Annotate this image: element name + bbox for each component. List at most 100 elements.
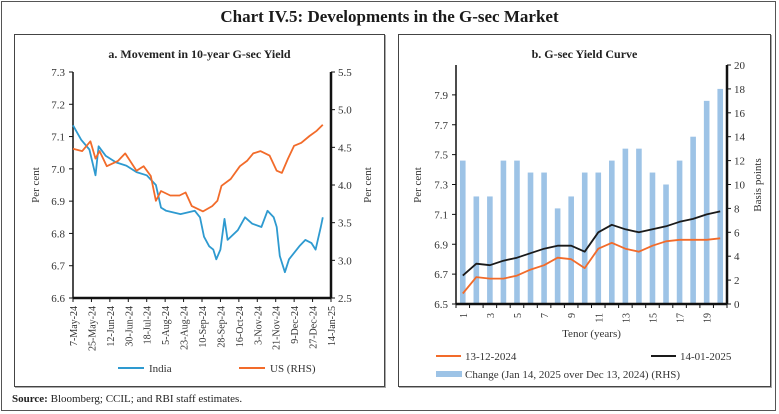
y2-tick-label: 4 [734,251,740,263]
panel-b-title: b. G-sec Yield Curve [531,47,638,61]
page-title: Chart IV.5: Developments in the G-sec Ma… [220,7,559,26]
y2-tick-label: 16 [734,108,746,120]
panel-a-title: a. Movement in 10-year G-sec Yield [108,47,291,61]
y2-tick-label: 18 [734,84,746,96]
x-tick-label: 7 [540,313,551,318]
x-tick-label: 12-Jun-24 [106,306,117,347]
legend-label: India [149,363,172,375]
panel-b-plot: 6.5 6.7 6.9 7.1 7.3 7.5 7.7 7.9 0 2 4 6 8 10 12 14 16 18 2… [412,60,764,381]
change-bar [622,148,629,304]
legend-label: Change (Jan 14, 2025 over Dec 13, 2024) … [465,369,680,381]
source-label: Source: [12,393,48,405]
y-tick-label: 7.1 [51,132,65,144]
panel-b-yield-curve: b. G-sec Yield Curve 6.5 6.7 6.9 7.1 7.3 7.5 7… [398,34,771,387]
x-tick-label: 19 [703,313,714,323]
change-bar [636,148,642,304]
y2-tick-label: 3.5 [338,218,352,230]
source-note: Source: Bloomberg; CCIL; and RBI staff e… [12,393,242,405]
change-bar [459,160,466,304]
x-tick-label: 30-Jun-24 [124,306,135,347]
y-tick-label: 7.2 [51,99,65,111]
y-tick-label: 7.5 [434,150,448,162]
x-tick-label: 21-Nov-24 [272,306,283,350]
y-tick-label: 7.3 [51,67,65,79]
us-yield-line [72,124,324,213]
change-bar [663,184,669,304]
x-tick-label: 10-Sep-24 [198,306,209,348]
y-tick-label: 7.1 [434,209,448,221]
india-yield-line [72,124,324,274]
x-axis-title: Tenor (years) [562,328,621,340]
y2-tick-label: 3.0 [338,255,352,267]
change-bar [703,100,710,304]
panel-a-yield-movement: a. Movement in 10-year G-sec Yield 6.6 6.… [14,34,385,387]
change-bar [554,208,561,304]
change-bar [541,172,547,304]
y-axis-title: Per cent [412,167,424,203]
y2-tick-label: 6 [734,227,740,239]
y-tick-label: 7.0 [51,164,65,176]
y2-tick-label: 5.0 [338,105,352,117]
source-text: Bloomberg; CCIL; and RBI staff estimates… [50,393,243,405]
change-bar [717,88,724,305]
x-tick-label: 7-May-24 [69,306,80,346]
y2-tick-label: 10 [734,180,746,192]
x-tick-label: 9-Dec-24 [290,306,301,344]
y2-tick-label: 20 [734,60,746,72]
change-bar [473,196,480,304]
legend-label: 13-12-2024 [465,351,517,363]
x-tick-label: 13 [621,313,632,323]
x-tick-label: 18-Jul-24 [143,306,154,344]
x-tick-label: 27-Dec-24 [309,306,320,349]
x-tick-label: 23-Aug-24 [180,306,191,350]
x-tick-label: 11 [594,313,605,323]
y2-tick-label: 4.0 [338,180,352,192]
y-tick-label: 6.8 [51,228,65,240]
y-tick-label: 6.7 [434,269,448,281]
x-tick-label: 14-Jan-25 [327,306,338,346]
yield-curve-dec-line [462,237,721,295]
y-tick-label: 6.5 [434,299,448,311]
y2-axis-title: Per cent [362,167,374,203]
y2-tick-label: 14 [734,132,746,144]
y2-tick-label: 0 [734,299,740,311]
change-bar [527,172,534,304]
x-tick-label: 1 [459,313,470,318]
change-bar [581,172,588,304]
y-tick-label: 7.3 [434,180,448,192]
y2-tick-label: 2.5 [338,293,352,305]
y2-tick-label: 12 [734,156,745,168]
y2-axis-title: Basis points [752,158,764,211]
y2-tick-label: 5.5 [338,67,352,79]
y2-tick-label: 8 [734,203,740,215]
legend-label: 14-01-2025 [680,351,732,363]
y2-tick-label: 2 [734,275,740,287]
y-tick-label: 6.9 [434,239,448,251]
y-tick-label: 7.9 [434,90,448,102]
change-bar [487,196,493,304]
legend-label: US (RHS) [270,363,316,375]
change-bar [649,172,656,304]
y2-tick-label: 4.5 [338,142,352,154]
y-axis-title: Per cent [30,167,42,203]
x-tick-label: 17 [676,313,687,323]
x-tick-label: 28-Sep-24 [216,306,227,348]
change-bar [595,172,602,304]
change-bar [568,196,574,304]
y-tick-label: 6.9 [51,196,65,208]
x-tick-label: 16-Oct-24 [235,306,246,347]
legend-swatch [436,371,462,377]
x-tick-label: 5 [513,313,524,318]
x-tick-label: 25-May-24 [87,306,98,351]
change-bar [609,160,615,304]
x-tick-label: 15 [648,313,659,323]
change-bar [500,160,507,304]
change-bar [690,136,696,304]
x-tick-label: 5-Aug-24 [161,306,172,345]
yield-curve-jan-line [462,210,721,277]
panel-a-plot: 6.6 6.7 6.8 6.9 7.0 7.1 7.2 7.3 2.5 3.0 3.5 4.0 4.5 5… [30,67,374,375]
change-bar [514,160,520,304]
x-tick-label: 3-Nov-24 [253,306,264,345]
x-tick-label: 9 [567,313,578,318]
